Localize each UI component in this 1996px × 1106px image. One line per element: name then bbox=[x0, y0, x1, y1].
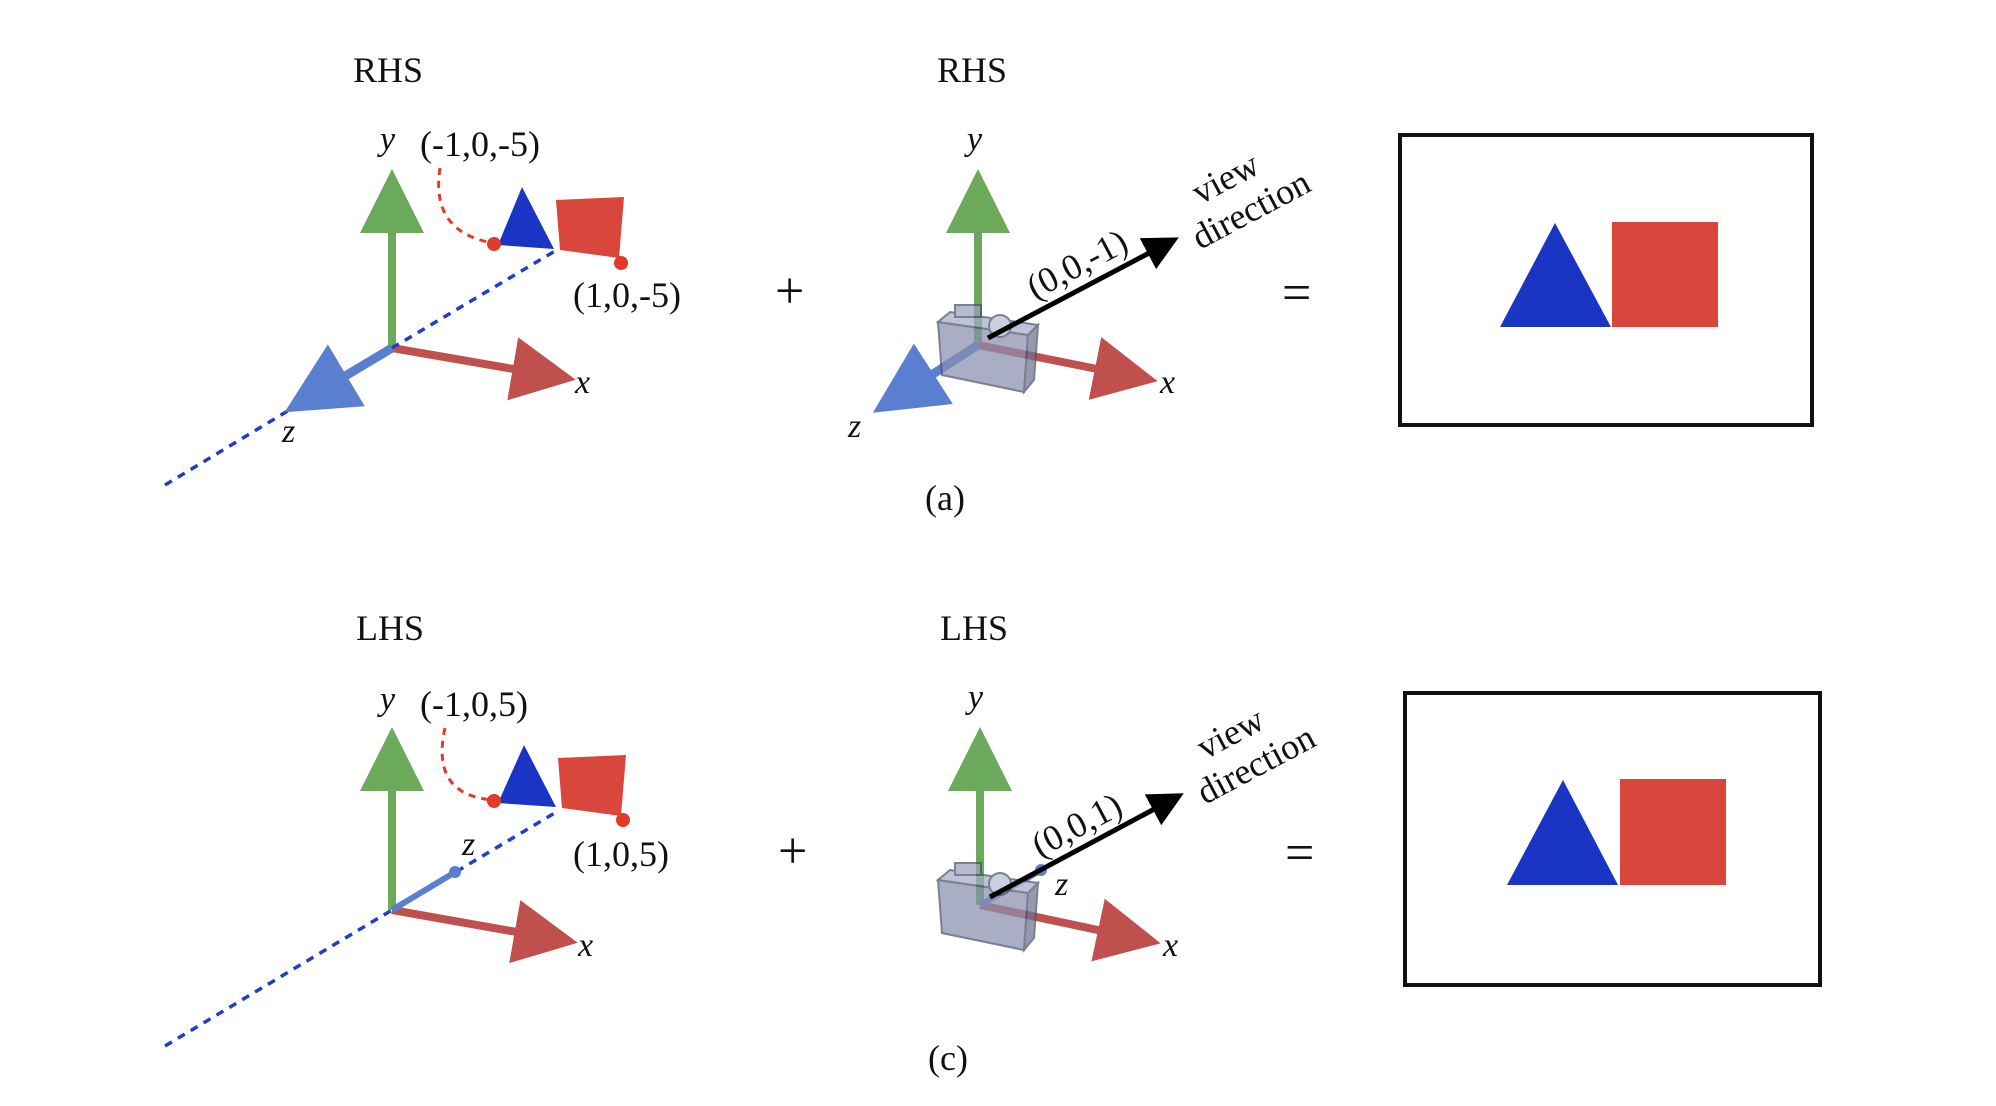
camera-frame-c: LHS y x z (0,0,1) view direction bbox=[935, 608, 1322, 964]
panel-a: RHS y x z (-1,0,-5) (1,0,-5) + RHS y x bbox=[164, 50, 1814, 518]
blue-triangle-c bbox=[498, 745, 556, 807]
red-square-c bbox=[558, 755, 626, 816]
rendered-image-a bbox=[1398, 133, 1814, 427]
plus-sign-a: + bbox=[775, 263, 804, 320]
caption-a: (a) bbox=[925, 478, 965, 518]
z-axis-label-c: z bbox=[461, 826, 475, 863]
dashed-z-line-c bbox=[164, 908, 393, 1048]
z-axis-arrow-c bbox=[390, 871, 454, 913]
red-square-a bbox=[556, 197, 624, 258]
world-frame-a: RHS y x z (-1,0,-5) (1,0,-5) bbox=[164, 50, 681, 487]
camera-title-a: RHS bbox=[937, 50, 1007, 90]
camera-y-axis-label-c: y bbox=[965, 679, 984, 716]
x-axis-arrow-c bbox=[391, 900, 578, 964]
render-square-a bbox=[1612, 222, 1718, 327]
point-curve-a bbox=[437, 167, 494, 245]
camera-z-axis-label-c: z bbox=[1054, 866, 1068, 903]
x-axis-arrow-a bbox=[391, 337, 576, 401]
world-frame-c: LHS y x z (-1,0,5) (1,0,5) bbox=[164, 608, 669, 1048]
z-axis-tip-c bbox=[449, 866, 461, 878]
point-right-label-a: (1,0,-5) bbox=[573, 275, 681, 315]
point-left-label-c: (-1,0,5) bbox=[420, 684, 528, 724]
render-square-c bbox=[1620, 779, 1726, 885]
blue-triangle-a bbox=[498, 187, 554, 249]
point-left-label-a: (-1,0,-5) bbox=[420, 124, 540, 164]
y-axis-label-c: y bbox=[377, 681, 396, 718]
point-right-dot-a bbox=[614, 256, 628, 270]
world-title-a: RHS bbox=[353, 50, 423, 90]
dashed-pos-z-line-a bbox=[391, 249, 556, 350]
camera-z-axis-label-a: z bbox=[847, 408, 861, 445]
z-axis-arrow-a bbox=[284, 344, 395, 413]
plus-sign-c: + bbox=[778, 823, 807, 880]
rendered-image-c bbox=[1403, 691, 1822, 987]
point-right-label-c: (1,0,5) bbox=[573, 834, 669, 874]
view-direction-arrow-c bbox=[988, 793, 1184, 900]
x-axis-label-a: x bbox=[574, 364, 590, 401]
camera-x-axis-label-a: x bbox=[1159, 364, 1175, 401]
equals-sign-c: = bbox=[1285, 825, 1314, 882]
panel-c: LHS y x z (-1,0,5) (1,0,5) + LHS bbox=[164, 608, 1822, 1078]
render-triangle-a bbox=[1500, 223, 1611, 327]
y-axis-label-a: y bbox=[377, 121, 396, 158]
camera-title-c: LHS bbox=[940, 608, 1008, 648]
point-left-dot-c bbox=[487, 794, 501, 808]
z-axis-label-a: z bbox=[281, 413, 295, 450]
point-left-dot-a bbox=[487, 237, 501, 251]
camera-frame-a: RHS y x z (0,0,-1) view direction bbox=[847, 50, 1317, 445]
camera-icon-c bbox=[935, 862, 1041, 954]
view-vector-label-a: (0,0,-1) bbox=[1020, 221, 1134, 307]
render-frame-c bbox=[1403, 691, 1822, 987]
caption-c: (c) bbox=[928, 1038, 968, 1078]
camera-x-axis-label-c: x bbox=[1162, 927, 1178, 964]
view-direction-arrow-a bbox=[986, 237, 1179, 341]
equals-sign-a: = bbox=[1282, 265, 1311, 322]
camera-icon-a bbox=[935, 304, 1041, 396]
point-curve-c bbox=[440, 727, 494, 802]
point-right-dot-c bbox=[616, 813, 630, 827]
camera-y-axis-label-a: y bbox=[964, 121, 983, 158]
render-triangle-c bbox=[1507, 780, 1618, 885]
render-frame-a bbox=[1398, 133, 1814, 427]
x-axis-label-c: x bbox=[577, 927, 593, 964]
world-title-c: LHS bbox=[356, 608, 424, 648]
